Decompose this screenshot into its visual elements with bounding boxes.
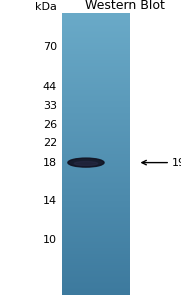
- Text: 10: 10: [43, 235, 57, 245]
- Text: 19kDa: 19kDa: [172, 158, 181, 168]
- Ellipse shape: [68, 158, 104, 167]
- Text: kDa: kDa: [35, 2, 57, 12]
- Text: 22: 22: [43, 138, 57, 148]
- Text: 26: 26: [43, 119, 57, 130]
- Text: 18: 18: [43, 158, 57, 168]
- Text: 33: 33: [43, 100, 57, 111]
- Ellipse shape: [74, 161, 98, 166]
- Text: Western Blot: Western Blot: [85, 0, 165, 12]
- Text: 14: 14: [43, 196, 57, 206]
- Text: 44: 44: [43, 82, 57, 92]
- Text: 70: 70: [43, 41, 57, 52]
